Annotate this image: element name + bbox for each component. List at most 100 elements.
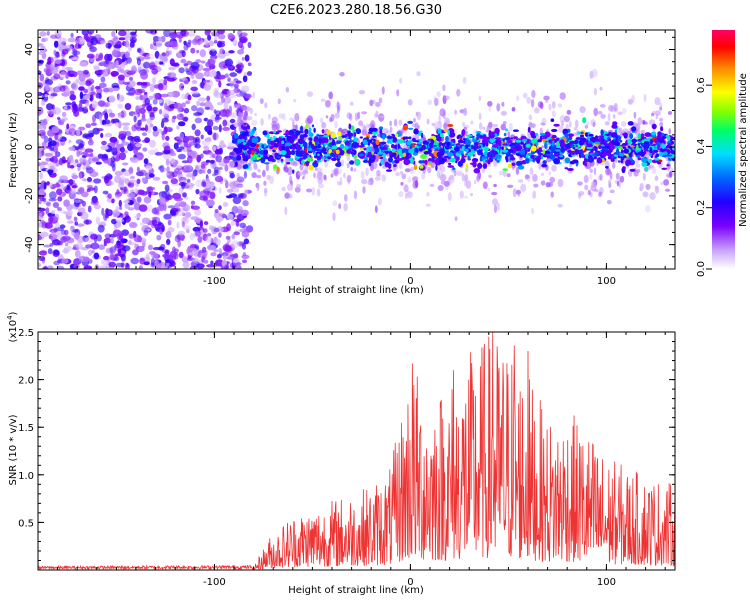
spectrogram-cell [90, 37, 98, 46]
spectrogram-cell [112, 87, 120, 92]
spectrogram-cell [186, 228, 190, 234]
spectrogram-cell [63, 247, 69, 254]
spectrogram-cell [135, 108, 141, 114]
spectrogram-cell [46, 30, 50, 36]
spectrogram-cell [240, 209, 249, 216]
spectrogram-cell [43, 37, 49, 42]
spectrogram-cell [650, 134, 657, 138]
spectrogram-cell [192, 112, 202, 117]
spectrogram-cell [569, 140, 576, 144]
spectrogram-cell [556, 137, 560, 141]
spectrogram-cell [551, 134, 557, 139]
spectrogram-cell [639, 182, 644, 191]
spectrogram-cell [100, 145, 109, 150]
spectrogram-cell [157, 246, 165, 251]
spectrogram-cell [152, 40, 157, 46]
spectrogram-cell [59, 210, 67, 214]
spectrogram-cell [634, 151, 641, 156]
spectrogram-x-tick-label: 100 [597, 276, 616, 287]
spectrogram-cell [378, 97, 383, 104]
spectrogram-cell [262, 130, 268, 136]
spectrogram-cell [49, 140, 57, 147]
spectrogram-cell [429, 160, 432, 164]
spectrogram-cell [363, 125, 367, 134]
spectrogram-cell [550, 118, 555, 122]
spectrogram-cell [481, 138, 488, 145]
spectrogram-cell [38, 212, 42, 217]
spectrogram-cell [503, 169, 507, 177]
spectrogram-cell [474, 179, 477, 185]
spectrogram-cell [170, 178, 178, 185]
spectrogram-cell [244, 54, 250, 62]
spectrogram-cell [407, 120, 413, 124]
spectrogram-cell [155, 210, 160, 216]
spectrogram-cell [308, 127, 312, 133]
spectrogram-cell [216, 253, 222, 259]
spectrogram-cell [558, 125, 564, 133]
spectrogram-cell [148, 149, 156, 156]
spectrogram-cell [313, 127, 316, 133]
spectrogram-cell [228, 160, 235, 169]
spectrogram-cell [78, 80, 87, 86]
spectrogram-cell [183, 40, 187, 46]
spectrogram-cell [119, 253, 125, 258]
spectrogram-cell [225, 155, 230, 161]
spectrogram-cell [447, 165, 455, 168]
spectrogram-cell [146, 105, 153, 112]
spectrogram-cell [95, 92, 102, 99]
spectrogram-cell [248, 131, 254, 137]
spectrogram-cell [398, 119, 403, 126]
spectrogram-cell [117, 112, 123, 116]
spectrogram-cell [432, 144, 438, 147]
spectrogram-cell [244, 93, 252, 99]
spectrogram-cell [113, 44, 122, 49]
spectrogram-cell [413, 128, 419, 135]
spectrogram-cell [83, 33, 89, 41]
spectrogram-cell [63, 229, 69, 236]
spectrogram-cell [87, 139, 94, 146]
spectrogram-cell [52, 202, 60, 208]
spectrogram-cell [430, 139, 435, 145]
spectrogram-cell [237, 40, 244, 49]
spectrogram-cell [195, 188, 200, 195]
spectrogram-cell [448, 175, 455, 184]
spectrogram-cell [212, 173, 217, 177]
spectrogram-cell [557, 203, 563, 208]
spectrogram-cell [171, 171, 178, 178]
spectrogram-cell [84, 153, 92, 157]
spectrogram-cell [413, 147, 419, 154]
spectrogram-cell [194, 230, 201, 237]
spectrogram-cell [205, 159, 211, 163]
spectrogram-cell [158, 61, 164, 65]
spectrogram-cell [199, 49, 206, 58]
spectrogram-cell [269, 145, 274, 150]
spectrogram-cell [177, 240, 182, 248]
spectrogram-cell [215, 238, 221, 246]
spectrogram-cell [262, 169, 266, 178]
spectrogram-cell [410, 168, 415, 174]
spectrogram-cell [107, 193, 112, 199]
spectrogram-cell [163, 78, 168, 86]
spectrogram-cell [438, 142, 442, 148]
spectrogram-cell [253, 159, 260, 162]
spectrogram-cell [631, 138, 638, 143]
spectrogram-cell [654, 138, 658, 144]
spectrogram-cell [178, 146, 185, 150]
spectrogram-cell [404, 193, 408, 200]
spectrogram-cell [331, 145, 338, 150]
spectrogram-cell [654, 158, 660, 161]
spectrogram-cell [106, 209, 113, 217]
spectrogram-cell [661, 143, 665, 150]
spectrogram-cell [482, 126, 486, 131]
spectrogram-cell [437, 163, 442, 172]
colorbar-tick-label: 0.0 [696, 261, 707, 277]
spectrogram-cell [59, 175, 68, 181]
spectrogram-cell [120, 111, 125, 118]
spectrogram-cell [436, 136, 442, 142]
spectrogram-cell [386, 169, 392, 172]
spectrogram-cell [382, 128, 389, 134]
spectrogram-cell [135, 96, 140, 101]
spectrogram-cell [114, 170, 124, 176]
spectrogram-cell [620, 144, 627, 147]
spectrogram-cell [527, 126, 531, 133]
